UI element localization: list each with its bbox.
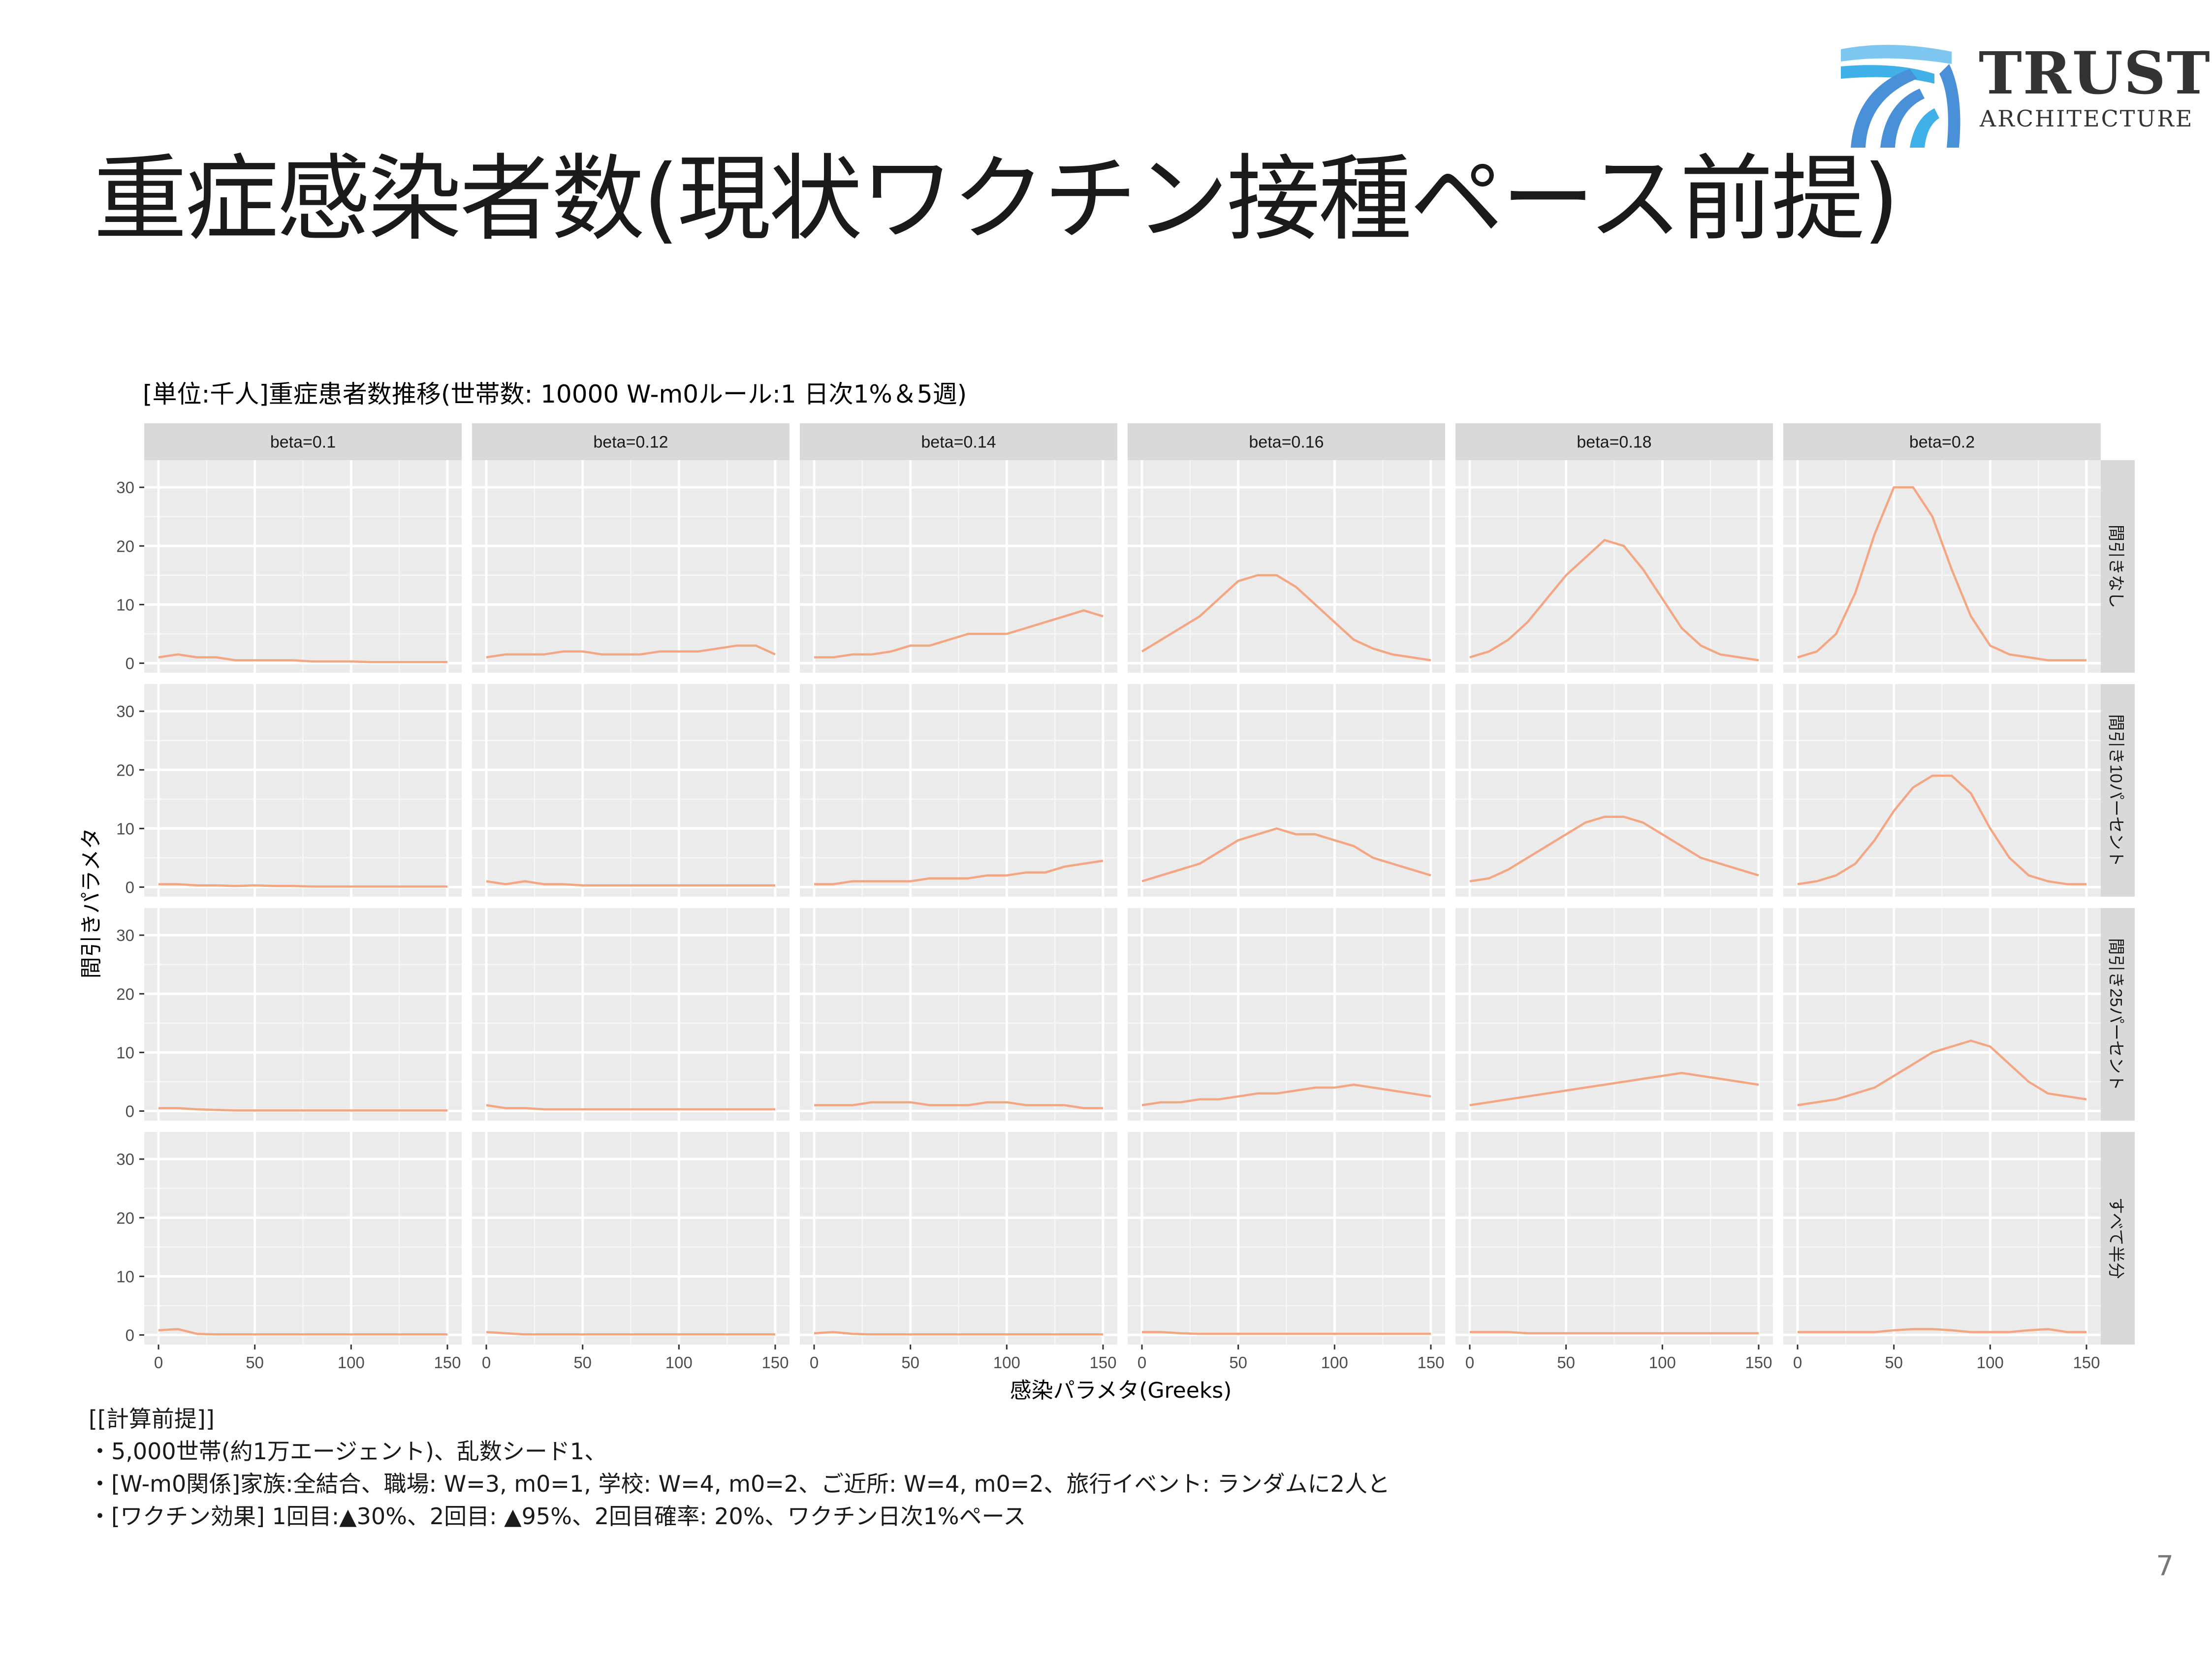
y-tick-label: 30	[116, 926, 134, 944]
x-tick-label: 100	[993, 1353, 1020, 1372]
x-tick-label: 0	[810, 1353, 819, 1372]
facet-row-strip	[2098, 1132, 2135, 1345]
x-tick-label: 50	[1229, 1353, 1247, 1372]
facet-strip	[1455, 423, 1773, 460]
series-line	[1141, 827, 1431, 882]
y-tick-label: 0	[126, 1102, 134, 1121]
x-tick-label: 0	[1793, 1353, 1802, 1372]
notes-heading: [[計算前提]]	[89, 1406, 215, 1432]
series-line	[814, 1331, 1103, 1336]
series-line	[1142, 1331, 1431, 1335]
y-tick-label: 20	[116, 537, 134, 555]
series-line	[486, 1331, 775, 1336]
series-line	[814, 859, 1104, 885]
facet-strip	[1128, 423, 1445, 460]
x-tick-label: 0	[1465, 1353, 1474, 1372]
series-line	[1469, 539, 1759, 661]
facet-strip	[472, 423, 790, 460]
x-tick-label: 0	[482, 1353, 491, 1372]
facet-strip-label: beta=0.1	[270, 433, 336, 452]
facet-row-strip	[2098, 460, 2135, 673]
series-line	[814, 609, 1104, 658]
x-tick-label: 100	[665, 1353, 693, 1372]
calculation-notes: [[計算前提]] ・5,000世帯(約1万エージェント)、乱数シード1、 ・[W…	[89, 1403, 1390, 1533]
series-line	[1141, 1083, 1431, 1106]
facet-strip-label: beta=0.12	[593, 433, 668, 452]
facet-row-strip	[2098, 684, 2135, 897]
series-line	[1797, 486, 2086, 661]
y-tick-label: 0	[126, 878, 134, 897]
x-tick-label: 150	[761, 1353, 789, 1372]
note-line: ・[W-m0関係]家族:全結合、職場: W=3, m0=1, 学校: W=4, …	[89, 1471, 1390, 1497]
x-tick-label: 50	[246, 1353, 264, 1372]
facet-strip-label: beta=0.14	[921, 433, 996, 452]
logo-mark-icon	[1841, 45, 1960, 148]
facet-row-label: 間引き25パーセント	[2107, 938, 2125, 1091]
facet-row-strip	[2098, 908, 2135, 1121]
y-tick-label: 20	[116, 1209, 134, 1227]
series-line	[1797, 774, 2086, 885]
y-tick-label: 10	[116, 819, 134, 838]
y-tick-label: 10	[116, 595, 134, 614]
facet-row-label: すべて半分	[2107, 1197, 2125, 1279]
y-tick-label: 20	[116, 985, 134, 1003]
series-line	[1469, 815, 1759, 882]
x-tick-label: 100	[1649, 1353, 1676, 1372]
y-tick-label: 0	[126, 655, 134, 673]
y-tick-label: 30	[116, 478, 134, 497]
x-tick-label: 100	[338, 1353, 365, 1372]
note-line: ・5,000世帯(約1万エージェント)、乱数シード1、	[89, 1438, 607, 1465]
y-tick-label: 10	[116, 1043, 134, 1062]
series-line	[158, 883, 447, 888]
y-tick-label: 0	[126, 1326, 134, 1345]
x-tick-label: 50	[1557, 1353, 1575, 1372]
y-axis-title: 間引きパラメタ	[79, 828, 104, 979]
x-tick-label: 50	[1885, 1353, 1903, 1372]
x-tick-label: 150	[434, 1353, 461, 1372]
y-tick-label: 30	[116, 1150, 134, 1168]
series-line	[814, 1101, 1103, 1109]
facet-strip-label: beta=0.16	[1249, 433, 1324, 452]
slide-title: 重症感染者数(現状ワクチン接種ペース前提)	[94, 145, 1899, 253]
note-line: ・[ワクチン効果] 1回目:▲30%、2回目: ▲95%、2回目確率: 20%、…	[89, 1503, 1026, 1530]
y-tick-label: 10	[116, 1267, 134, 1285]
x-tick-label: 150	[1089, 1353, 1116, 1372]
x-axis-title: 感染パラメタ(Greeks)	[1010, 1378, 1232, 1403]
x-tick-label: 50	[901, 1353, 919, 1372]
facet-strip-label: beta=0.18	[1577, 433, 1651, 452]
x-tick-label: 50	[573, 1353, 592, 1372]
faceted-line-chart: [単位:千人]重症患者数推移(世帯数: 10000 W-m0ルール:1 日次1%…	[79, 380, 2135, 1403]
y-tick-label: 30	[116, 702, 134, 721]
series-line	[158, 1107, 447, 1112]
series-line	[486, 1104, 775, 1111]
logo-name: TRUST	[1979, 39, 2211, 107]
series-line	[158, 653, 447, 663]
x-tick-label: 100	[1977, 1353, 2004, 1372]
x-tick-label: 150	[1745, 1353, 1772, 1372]
series-line	[158, 1328, 447, 1336]
chart-title: [単位:千人]重症患者数推移(世帯数: 10000 W-m0ルール:1 日次1%…	[143, 380, 967, 408]
facet-strip	[144, 423, 462, 460]
series-line	[1798, 1328, 2086, 1333]
facet-strip	[1783, 423, 2101, 460]
series-line	[486, 880, 775, 887]
series-line	[1469, 1071, 1759, 1106]
logo: TRUST ARCHITECTURE	[1836, 34, 2210, 153]
facet-row-label: 間引きなし	[2107, 525, 2125, 608]
series-line	[1797, 1039, 2087, 1106]
series-line	[1141, 574, 1431, 661]
x-tick-label: 0	[154, 1353, 163, 1372]
x-tick-label: 150	[2073, 1353, 2100, 1372]
x-tick-label: 0	[1138, 1353, 1146, 1372]
facet-strip	[800, 423, 1117, 460]
page-number: 7	[2156, 1550, 2174, 1582]
y-tick-label: 20	[116, 761, 134, 779]
facet-row-label: 間引き10パーセント	[2107, 714, 2125, 867]
logo-subtitle: ARCHITECTURE	[1980, 105, 2194, 132]
x-tick-label: 100	[1321, 1353, 1348, 1372]
series-line	[486, 644, 776, 658]
x-tick-label: 150	[1417, 1353, 1444, 1372]
series-line	[1470, 1331, 1759, 1335]
facet-strip-label: beta=0.2	[1909, 433, 1975, 452]
